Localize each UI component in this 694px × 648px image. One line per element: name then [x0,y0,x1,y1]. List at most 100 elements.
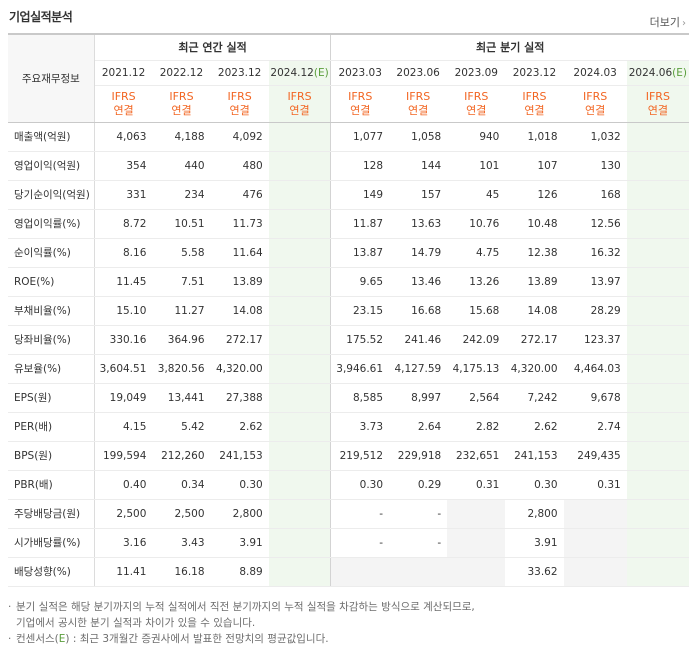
table-cell [268,238,331,268]
table-cell: 107 [505,151,564,181]
table-cell: 272.17 [210,325,269,355]
table-cell: 364.96 [152,325,211,355]
table-cell: 3,604.51 [94,354,153,384]
row-label: 주당배당금(원) [8,498,95,529]
estimate-mark: (E) [313,66,329,79]
ifrs-label: IFRS [111,89,136,103]
table-cell: 232,651 [447,441,506,471]
quarter-group-head: 최근 분기 실적 [330,33,689,61]
table-row: 순이익률(%) 8.16 5.58 11.64 13.87 14.79 4.75 12.38 1… [8,238,689,268]
table-cell [268,325,331,355]
table-cell: 4,188 [152,122,211,152]
consolidated-label: 연결 [524,103,545,117]
consolidated-label: 연결 [113,103,134,117]
note-2: · 컨센서스(E) : 최근 3개월간 증권사에서 발표한 전망치의 평균값입니다… [8,633,329,645]
consolidated-label: 연결 [408,103,429,117]
period-head: 2023.06 [389,60,448,86]
ifrs-label: IFRS [169,89,194,103]
ifrs-label: IFRS [645,89,670,103]
table-cell: 4,063 [94,122,153,152]
more-link[interactable]: 더보기 › [650,14,686,30]
table-cell [626,470,689,500]
table-cell [268,295,331,326]
row-label: 시가배당률(%) [8,528,95,558]
table-cell: 3.43 [152,528,211,558]
table-cell: 11.73 [210,208,269,239]
table-cell: 8.72 [94,208,153,239]
table-cell: 123.37 [563,325,627,355]
table-cell: 0.30 [505,470,564,500]
table-cell: - [330,498,390,529]
table-cell: 13.26 [447,267,506,297]
table-cell [626,325,689,355]
notes: · 분기 실적은 해당 분기까지의 누적 실적에서 직전 분기까지의 누적 실적을… [8,599,688,647]
table-cell: 0.31 [563,470,627,500]
row-label: 부채비율(%) [8,295,95,326]
table-cell [447,498,506,529]
period-head: 2023.03 [330,60,390,86]
table-cell: 149 [330,180,390,210]
table-cell: 0.40 [94,470,153,500]
row-label: PER(배) [8,412,95,442]
more-label[interactable]: 더보기 [649,16,680,29]
table-cell: 11.64 [210,238,269,268]
table-cell: 2.74 [563,412,627,442]
table-cell [626,295,689,326]
table-cell: 2,500 [152,498,211,529]
table-cell: 242.09 [447,325,506,355]
table-cell: 19,049 [94,382,153,413]
table-row: 부채비율(%) 15.10 11.27 14.08 23.15 16.68 15.68 14.… [8,295,689,326]
consolidated-label: 연결 [229,103,250,117]
period-head: 2022.12 [152,60,211,86]
ifrs-label: IFRS [406,89,431,103]
table-cell: 4,092 [210,122,269,152]
bullet-icon: · [8,633,12,645]
period-head: 2023.09 [447,60,506,86]
table-cell: 2.64 [389,412,448,442]
table-cell: 16.68 [389,295,448,326]
table-cell [447,557,506,587]
table-cell: 10.76 [447,208,506,239]
table-cell [626,238,689,268]
ifrs-badge: IFRS 연결 [389,85,448,123]
table-cell [268,382,331,413]
table-row: BPS(원) 199,594 212,260 241,153 219,512 229,91… [8,441,689,471]
table-cell: 3.73 [330,412,390,442]
table-row: 시가배당률(%) 3.16 3.43 3.91- -3.91 [8,528,689,558]
table-cell [626,382,689,413]
table-cell: 101 [447,151,506,181]
table-cell [330,557,390,587]
row-label: BPS(원) [8,441,95,471]
table-cell: 229,918 [389,441,448,471]
table-cell: 0.34 [152,470,211,500]
table-cell: 440 [152,151,211,181]
table-cell [626,498,689,529]
table-cell [626,528,689,558]
ifrs-badge: IFRS 연결 [330,85,390,123]
consolidated-label: 연결 [289,103,310,117]
table-cell [626,122,689,152]
table-row: 매출액(억원) 4,063 4,188 4,092 1,077 1,058 940 1,018… [8,122,689,152]
table-cell: 4.75 [447,238,506,268]
table-cell: 8,585 [330,382,390,413]
period-head: 2021.12 [94,60,153,86]
table-cell: 144 [389,151,448,181]
table-cell [563,498,627,529]
table-cell: 241,153 [505,441,564,471]
table-cell: 168 [563,180,627,210]
table-cell: 2.62 [505,412,564,442]
table-cell: 0.29 [389,470,448,500]
table-cell: 4,464.03 [563,354,627,384]
table-cell: 13.89 [505,267,564,297]
ifrs-label: IFRS [522,89,547,103]
table-cell [626,180,689,210]
table-cell: 10.48 [505,208,564,239]
table-cell: 28.29 [563,295,627,326]
table-row: 당기순이익(억원) 331 234 476 149 157 45 126 168 [8,180,689,210]
table-cell [626,412,689,442]
section-title: 기업실적분석 [9,10,73,24]
table-cell: 2,500 [94,498,153,529]
table-cell: 13.46 [389,267,448,297]
table-cell: 9,678 [563,382,627,413]
ifrs-label: IFRS [464,89,489,103]
